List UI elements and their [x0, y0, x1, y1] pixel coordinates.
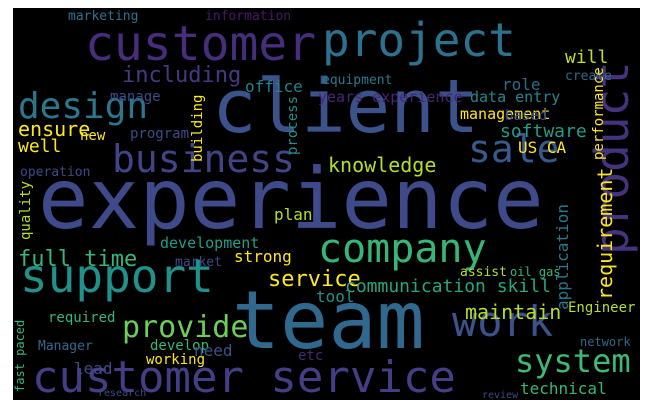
cloud-word: fast paced [13, 320, 27, 392]
cloud-word: data entry [470, 88, 560, 106]
cloud-word: research [98, 388, 146, 399]
cloud-word: plan [274, 205, 313, 224]
cloud-word: project [322, 13, 516, 67]
cloud-word: Manager [38, 339, 93, 354]
cloud-word: including [122, 63, 241, 88]
cloud-word: equipment [322, 73, 392, 88]
cloud-word: etc [298, 348, 323, 364]
cloud-word: management [460, 105, 550, 123]
cloud-word: customer service [32, 352, 456, 403]
cloud-word: market [175, 255, 222, 270]
cloud-word: product [585, 61, 639, 255]
cloud-word: requirement [593, 168, 617, 300]
cloud-word: sale [468, 127, 560, 171]
cloud-word: experience [38, 150, 544, 248]
cloud-word: system [515, 342, 631, 380]
cloud-word: quality [18, 181, 34, 240]
cloud-word: design [18, 86, 148, 127]
cloud-word: provide [122, 310, 248, 345]
cloud-word: company [318, 226, 487, 272]
cloud-word: development [160, 234, 259, 252]
cloud-word: will [565, 47, 608, 68]
cloud-word: team [232, 274, 425, 367]
cloud-word: software [500, 121, 587, 142]
cloud-word: application [553, 204, 572, 310]
cloud-word: support [20, 249, 214, 303]
cloud-word: client [212, 64, 479, 150]
cloud-word: building [190, 95, 206, 162]
cloud-word: role [502, 75, 541, 94]
cloud-word: years experience [318, 88, 463, 106]
cloud-word: communication skill [345, 276, 551, 297]
cloud-word: need [194, 341, 233, 360]
cloud-word: develop [150, 338, 209, 354]
cloud-word: ensure [18, 117, 90, 141]
cloud-word: strong [234, 247, 292, 266]
cloud-word: based [505, 108, 547, 124]
cloud-word: oil gas [510, 265, 561, 279]
cloud-word: work [452, 297, 553, 346]
cloud-word: operation [20, 165, 90, 180]
cloud-word: network [580, 335, 631, 349]
cloud-word: customer [85, 16, 316, 72]
cloud-word: maintain [465, 300, 561, 324]
cloud-word: well [18, 136, 61, 157]
cloud-word: required [48, 310, 115, 326]
cloud-word: working [146, 352, 205, 368]
cloud-word: knowledge [328, 153, 436, 177]
cloud-word: information [205, 9, 291, 24]
cloud-word: lead [74, 359, 113, 378]
cloud-word: technical [520, 379, 607, 398]
cloud-word: assist [460, 265, 507, 280]
cloud-word: process [285, 96, 301, 155]
cloud-word: new [80, 128, 106, 144]
cloud-word: tool [316, 287, 355, 306]
cloud-word: full time [18, 247, 137, 272]
cloud-word: US CA [518, 138, 567, 157]
cloud-word: create [565, 69, 612, 84]
cloud-word: marketing [68, 9, 138, 24]
cloud-word: office [245, 77, 303, 96]
cloud-word: service [268, 267, 361, 292]
cloud-word: business [112, 137, 295, 181]
cloud-word: performance [591, 67, 607, 160]
cloud-word: review [482, 390, 519, 401]
cloud-word: program [130, 126, 189, 142]
cloud-background [13, 8, 640, 400]
cloud-word: Engineer [568, 300, 635, 316]
cloud-word: manage [110, 89, 161, 105]
